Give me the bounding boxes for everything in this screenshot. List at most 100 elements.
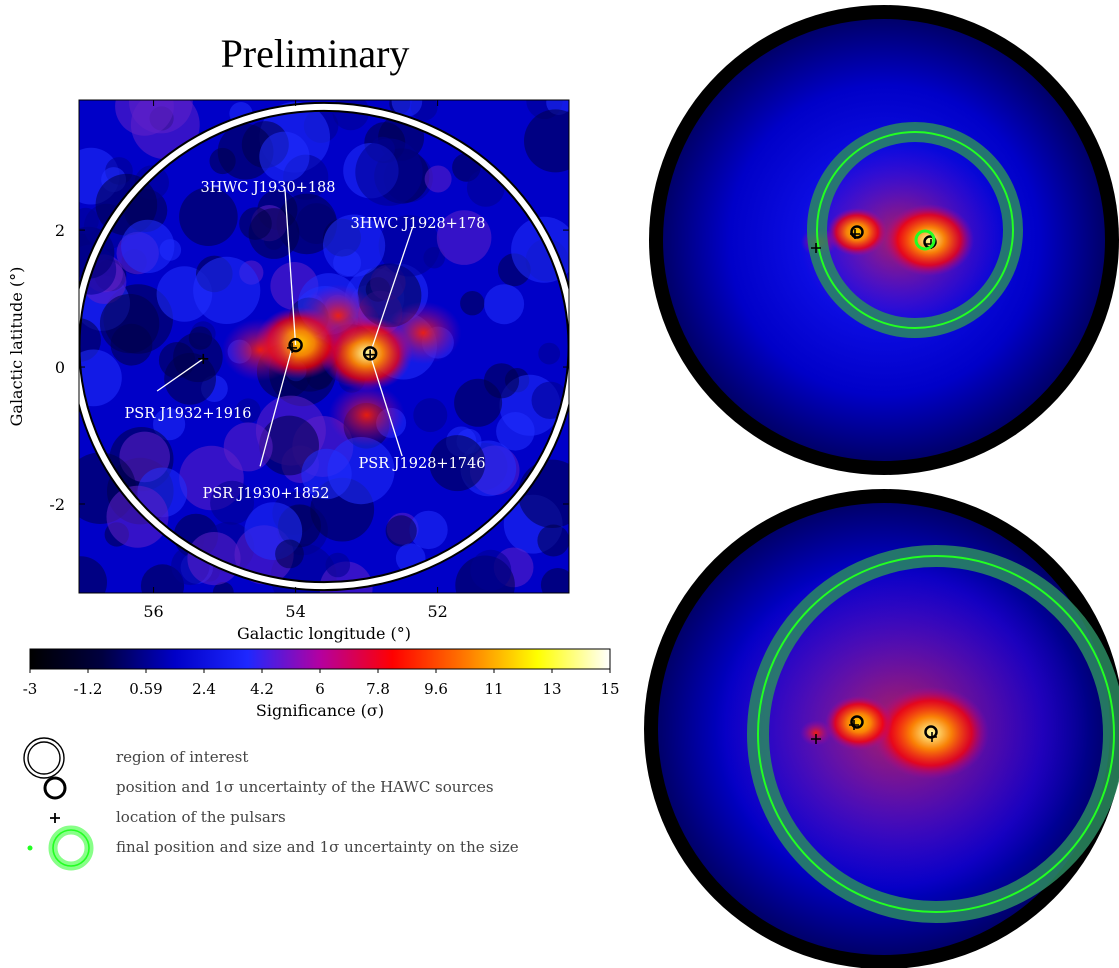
pulsar-marker: [849, 720, 859, 730]
noise-patch: [235, 398, 261, 424]
noise-patch: [484, 284, 525, 325]
annotation-leader: [259, 347, 293, 467]
noise-patch: [248, 208, 300, 259]
legend-label-roi: region of interest: [116, 748, 249, 766]
noise-patch: [79, 556, 107, 593]
colorbar-tick-label: 11: [484, 680, 503, 698]
colorbar-tick-label: 15: [600, 680, 619, 698]
noise-patch: [537, 524, 569, 557]
plus-icon: [50, 813, 60, 823]
noise-patch: [460, 291, 485, 316]
double-ring-icon: [23, 737, 65, 779]
fit-circle: [757, 555, 1115, 913]
pulsar-marker: [927, 732, 937, 742]
fit-small-circle: [914, 229, 936, 251]
colorbar-tick-label: 13: [542, 680, 561, 698]
noise-patch: [470, 549, 512, 591]
model-blob: [827, 208, 887, 256]
x-axis-label: Galactic longitude (°): [237, 624, 411, 643]
hawc-source-marker: [850, 715, 864, 729]
colorbar-tick-label: 0.59: [129, 680, 162, 698]
annotation-leader: [284, 188, 297, 346]
label-psr-j1928: PSR J1928+1746: [359, 456, 486, 472]
colorbar-label: Significance (σ): [256, 701, 384, 720]
label-psr-j1932: PSR J1932+1916: [125, 406, 252, 422]
model-blob: [825, 695, 893, 751]
noise-patch: [223, 422, 273, 472]
emission-blob: [385, 301, 462, 364]
green-ring-icon-line: [52, 829, 90, 867]
green-dot-icon: [27, 845, 33, 851]
model-blob: [800, 720, 832, 746]
noise-patch: [540, 568, 569, 593]
annotation-leader: [369, 226, 414, 354]
noise-patch: [275, 539, 304, 569]
legend-label-pulsars: location of the pulsars: [116, 808, 286, 826]
noise-patch: [115, 100, 174, 136]
pulsar-marker: [198, 353, 209, 364]
noise-patch: [164, 352, 217, 405]
noise-patch: [524, 109, 569, 173]
noise-patch: [378, 215, 440, 277]
annotation-leader: [156, 358, 204, 392]
noise-patch: [355, 138, 423, 206]
noise-patch: [106, 485, 169, 548]
pulsar-marker: [850, 229, 860, 239]
black-ring-icon: [43, 776, 67, 800]
y-tick-label: 0: [55, 358, 65, 377]
noise-patch: [79, 349, 122, 407]
hawc-source-marker: [288, 337, 303, 353]
noise-patch: [179, 187, 238, 246]
y-axis-label: Galactic latitude (°): [7, 267, 26, 427]
colorbar-tick-label: 2.4: [192, 680, 216, 698]
colorbar-tick-label: 4.2: [250, 680, 274, 698]
noise-patch: [483, 363, 520, 399]
noise-patch: [99, 293, 160, 354]
roi-ring-inner: [79, 103, 569, 590]
noise-patch: [210, 480, 255, 525]
annotation-leader: [369, 354, 403, 457]
label-3hwc-j1930: 3HWC J1930+188: [200, 180, 335, 196]
noise-patch: [429, 435, 486, 492]
model-blob: [873, 686, 989, 780]
colorbar-tick-label: -3: [23, 680, 38, 698]
noise-patch: [121, 219, 175, 274]
noise-patch: [409, 510, 448, 550]
noise-patch: [259, 131, 310, 182]
emission-blob: [222, 318, 299, 382]
colorbar-tick-label: 9.6: [424, 680, 448, 698]
noise-patch: [518, 459, 569, 528]
noise-patch: [188, 326, 213, 350]
noise-patch: [327, 437, 395, 505]
noise-patch: [538, 342, 561, 365]
y-tick-label: -2: [49, 495, 65, 514]
legend-label-hawc: position and 1σ uncertainty of the HAWC …: [116, 778, 494, 796]
pulsar-marker: [811, 734, 821, 744]
plot-frame: [78, 99, 570, 594]
model-blob: [884, 204, 974, 276]
map-area: [79, 100, 569, 593]
x-tick-label: 52: [427, 602, 447, 621]
hawc-source-marker: [850, 225, 864, 239]
colorbar-tick-label: 6: [315, 680, 325, 698]
label-3hwc-j1928: 3HWC J1928+178: [350, 216, 485, 232]
noise-patch: [424, 165, 452, 193]
noise-patch: [413, 398, 448, 433]
colorbar-tick-label: 7.8: [366, 680, 390, 698]
noise-patch: [391, 100, 423, 117]
x-tick-label: 54: [285, 602, 305, 621]
noise-patch: [323, 214, 386, 277]
figure-title: Preliminary: [220, 31, 410, 76]
noise-patch: [259, 415, 319, 476]
double-ring-icon-inner: [27, 741, 61, 775]
pulsar-marker: [287, 342, 298, 353]
noise-patch: [436, 210, 492, 265]
colorbar: [29, 648, 611, 670]
noise-patch: [153, 408, 186, 441]
emission-blob: [300, 284, 377, 347]
legend-label-fit: final position and size and 1σ uncertain…: [116, 838, 519, 856]
noise-patch: [325, 552, 351, 578]
emission-blob: [328, 383, 405, 447]
